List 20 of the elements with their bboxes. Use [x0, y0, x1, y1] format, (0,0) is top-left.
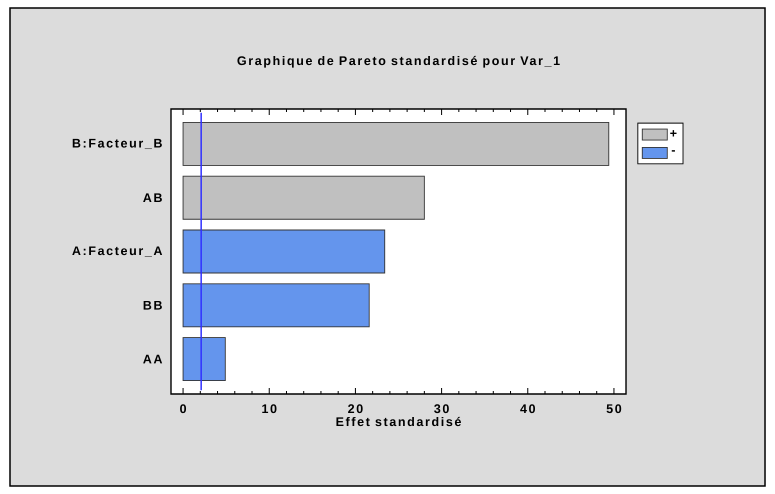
- x-tick-label: 30: [434, 404, 449, 414]
- bar: [182, 337, 226, 382]
- y-tick-label: AB: [143, 193, 162, 202]
- y-tick-label: B:Facteur_B: [72, 138, 162, 150]
- y-tick-label: AA: [143, 354, 162, 364]
- bar: [182, 283, 370, 328]
- x-tick-label: 20: [348, 404, 363, 414]
- x-tick-label: 0: [180, 404, 186, 414]
- x-tick-label: 50: [606, 404, 622, 414]
- y-tick-label: A:Facteur_A: [72, 246, 162, 257]
- legend-label: -: [672, 150, 675, 152]
- bar: [182, 122, 610, 166]
- y-tick-label: BB: [144, 300, 162, 310]
- x-axis-title: Effet standardisé: [336, 416, 461, 426]
- x-tick-label: 10: [262, 404, 276, 414]
- bar: [182, 230, 386, 274]
- legend-label: +: [670, 130, 677, 136]
- x-tick-label: 40: [520, 404, 536, 414]
- bar: [182, 176, 425, 220]
- chart-title: Graphique de Pareto standardisé pour Var_1: [237, 56, 560, 68]
